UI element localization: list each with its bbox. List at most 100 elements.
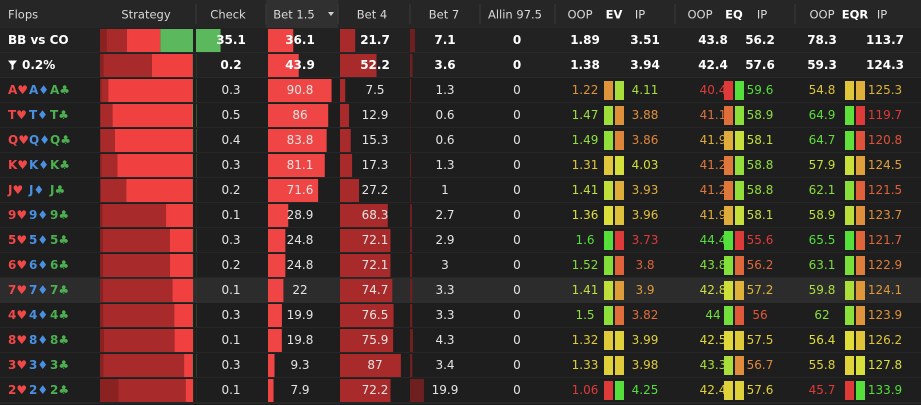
action-bar [268, 254, 286, 277]
heat-bar [604, 331, 613, 350]
cell-value: 41.2 [700, 158, 727, 172]
cell-value: 3.96 [632, 208, 659, 222]
cell-value: 1.41 [572, 183, 599, 197]
action-bar [268, 104, 329, 127]
cell-value: 0.3 [221, 308, 240, 322]
cell-value: 42.5 [700, 333, 727, 347]
column-header: IP [635, 8, 645, 22]
heat-bar [856, 131, 865, 150]
cell-value: 0.6 [435, 108, 454, 122]
card: K♥ [8, 158, 28, 172]
strategy-segment [126, 29, 161, 52]
heat-bar [856, 181, 865, 200]
cell-value: 65.5 [809, 233, 836, 247]
column-header: OOP [809, 8, 834, 22]
cell-value: 3.93 [632, 183, 659, 197]
cell-value: 19.8 [287, 333, 314, 347]
cell-value: 3.6 [434, 58, 455, 72]
sorted-header[interactable] [266, 0, 338, 28]
cell-value: 41.9 [700, 133, 727, 147]
column-header: Strategy [121, 8, 170, 22]
column-header: EQ [725, 8, 743, 22]
cell-value: 52.2 [360, 58, 390, 72]
heat-bar [845, 131, 854, 150]
card: A♥ [8, 83, 28, 97]
heat-bar [735, 381, 744, 400]
column-header: IP [877, 8, 887, 22]
cell-value: 7.9 [290, 383, 309, 397]
action-bar [268, 329, 282, 352]
heat-bar [724, 306, 733, 325]
cell-value: 19.9 [287, 308, 314, 322]
strategy-segment [100, 179, 101, 202]
cell-value: 0.5 [221, 108, 240, 122]
filter-icon [8, 60, 17, 70]
card: Q♥ [8, 133, 29, 147]
action-bar [340, 354, 401, 377]
heat-bar [604, 206, 613, 225]
cell-value: 1.52 [572, 258, 599, 272]
action-bar [410, 29, 415, 52]
strategy-segment [169, 254, 193, 277]
cell-value: 1.3 [435, 83, 454, 97]
cell-value: 41.9 [700, 208, 727, 222]
strategy-segment [102, 229, 170, 252]
heat-bar [615, 306, 624, 325]
cell-value: 3.98 [632, 358, 659, 372]
cell-value: 3.94 [630, 58, 660, 72]
cell-value: 24.8 [287, 258, 314, 272]
cell-value: 119.7 [868, 108, 902, 122]
cell-value: 19.9 [432, 383, 459, 397]
cell-value: 1.38 [570, 58, 600, 72]
card: 7♣ [50, 283, 69, 297]
cell-value: 3.3 [435, 308, 454, 322]
cell-value: 24.8 [287, 233, 314, 247]
heat-bar [604, 106, 613, 125]
heat-bar [724, 81, 733, 100]
heat-bar [724, 106, 733, 125]
strategy-segment [100, 54, 104, 77]
heat-bar [735, 106, 744, 125]
cell-value: 126.2 [868, 333, 902, 347]
cell-value: 0 [513, 283, 521, 297]
cell-value: 121.5 [868, 183, 902, 197]
cell-value: 17.3 [362, 158, 389, 172]
strategy-segment [106, 29, 127, 52]
column-header: OOP [567, 8, 592, 22]
cell-value: 72.1 [362, 258, 389, 272]
cell-value: 9.3 [290, 358, 309, 372]
heat-bar [615, 256, 624, 275]
cell-value: 45.7 [809, 383, 836, 397]
cell-value: 71.6 [287, 183, 314, 197]
cell-value: 1.6 [575, 233, 594, 247]
cell-value: 0 [513, 83, 521, 97]
heat-bar [724, 231, 733, 250]
heat-bar [615, 156, 624, 175]
heat-bar [845, 181, 854, 200]
cell-value: 75.9 [362, 333, 389, 347]
cell-value: 57.5 [747, 333, 774, 347]
card: Q♣ [50, 133, 71, 147]
cell-value: 56.2 [747, 258, 774, 272]
strategy-segment [160, 29, 193, 52]
cell-value: 1.41 [572, 283, 599, 297]
action-bar [268, 79, 332, 102]
card: 6♣ [50, 258, 69, 272]
strategy-segment [185, 379, 193, 402]
card: 7♥ [8, 283, 27, 297]
column-header: EQR [842, 8, 869, 22]
cell-value: 58.9 [809, 208, 836, 222]
action-bar [410, 154, 411, 177]
strategy-segment [100, 329, 104, 352]
cell-value: 57.6 [745, 58, 775, 72]
strategy-segment [118, 379, 186, 402]
cell-value: 90.8 [287, 83, 314, 97]
heat-bar [856, 106, 865, 125]
cell-value: 1.33 [572, 358, 599, 372]
heat-bar [615, 381, 624, 400]
cell-value: 125.3 [868, 83, 902, 97]
sort-caret[interactable] [328, 12, 334, 16]
heat-bar [735, 281, 744, 300]
cell-value: 1.89 [570, 33, 600, 47]
cell-value: 56.2 [745, 33, 775, 47]
